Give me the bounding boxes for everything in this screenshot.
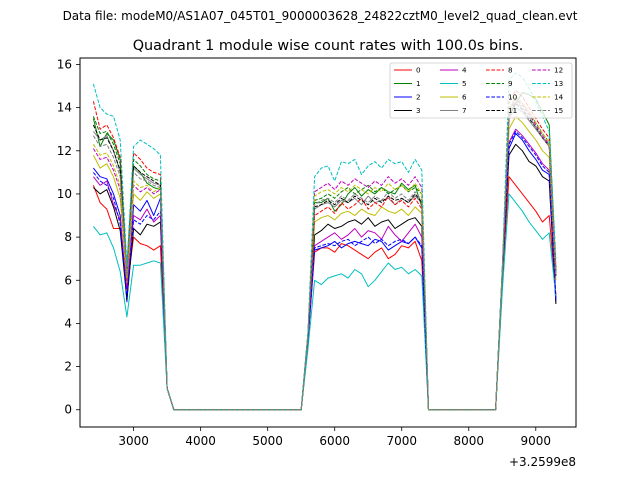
legend-label-9: 9: [508, 79, 513, 88]
series-line-12: [92, 98, 557, 411]
figure-suptitle: Data file: modeM0/AS1A07_045T01_90000036…: [63, 9, 578, 23]
y-tick-label: 12: [57, 144, 72, 158]
x-tick-label: 6000: [319, 434, 350, 448]
legend-label-15: 15: [554, 106, 563, 115]
y-tick-label: 4: [64, 316, 72, 330]
series-line-0: [92, 176, 557, 411]
legend-label-14: 14: [554, 93, 564, 102]
x-tick-label: 8000: [453, 434, 484, 448]
y-tick-label: 16: [57, 57, 72, 71]
legend-label-6: 6: [462, 93, 467, 102]
series-line-4: [93, 128, 557, 411]
legend-label-11: 11: [508, 106, 517, 115]
legend-label-3: 3: [416, 106, 421, 115]
plot-area-frame: [79, 57, 577, 428]
y-axis: 0 2 4 6 8 10 12 14 16: [57, 57, 80, 417]
legend-label-7: 7: [462, 106, 467, 115]
y-tick-label: 10: [57, 187, 72, 201]
y-tick-label: 0: [64, 403, 72, 417]
x-tick-label: 9000: [521, 434, 552, 448]
chart-title: Quadrant 1 module wise count rates with …: [133, 38, 524, 54]
y-tick-label: 8: [64, 230, 72, 244]
x-axis: 3000 4000 5000 6000 7000 8000 9000: [118, 427, 551, 448]
legend-label-2: 2: [416, 93, 421, 102]
y-tick-label: 2: [64, 360, 72, 374]
y-tick-label: 6: [64, 273, 72, 287]
series-line-10: [93, 130, 557, 411]
legend-label-4: 4: [462, 66, 467, 75]
x-axis-offset-label: +3.2599e8: [509, 455, 576, 469]
series-line-5: [93, 193, 557, 411]
x-tick-label: 4000: [185, 434, 216, 448]
x-tick-label: 3000: [118, 434, 149, 448]
x-tick-label: 7000: [386, 434, 417, 448]
y-tick-label: 14: [57, 101, 72, 115]
legend-label-10: 10: [508, 93, 518, 102]
legend-label-0: 0: [416, 66, 421, 75]
legend-label-1: 1: [416, 79, 421, 88]
legend-label-5: 5: [462, 79, 467, 88]
legend-label-12: 12: [554, 66, 563, 75]
legend-box: [389, 62, 573, 119]
legend-label-8: 8: [508, 66, 513, 75]
x-tick-label: 5000: [252, 434, 283, 448]
legend-label-13: 13: [554, 79, 563, 88]
series-line-3: [93, 143, 557, 411]
